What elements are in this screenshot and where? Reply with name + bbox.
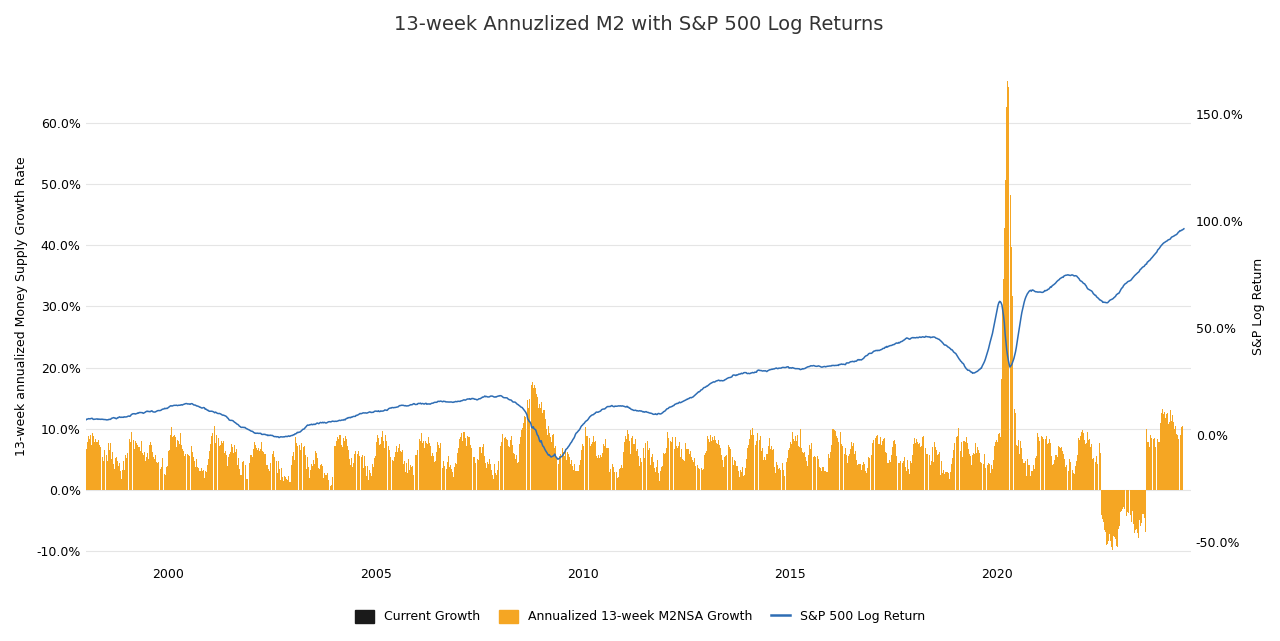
Title: 13-week Annuzlized M2 with S&P 500 Log Returns: 13-week Annuzlized M2 with S&P 500 Log R… [393,15,883,34]
Y-axis label: 13-week annualized Money Supply Growth Rate: 13-week annualized Money Supply Growth R… [15,156,28,456]
Legend: Current Growth, Annualized 13-week M2NSA Growth, S&P 500 Log Return: Current Growth, Annualized 13-week M2NSA… [351,604,929,628]
Y-axis label: S&P Log Return: S&P Log Return [1252,258,1265,355]
